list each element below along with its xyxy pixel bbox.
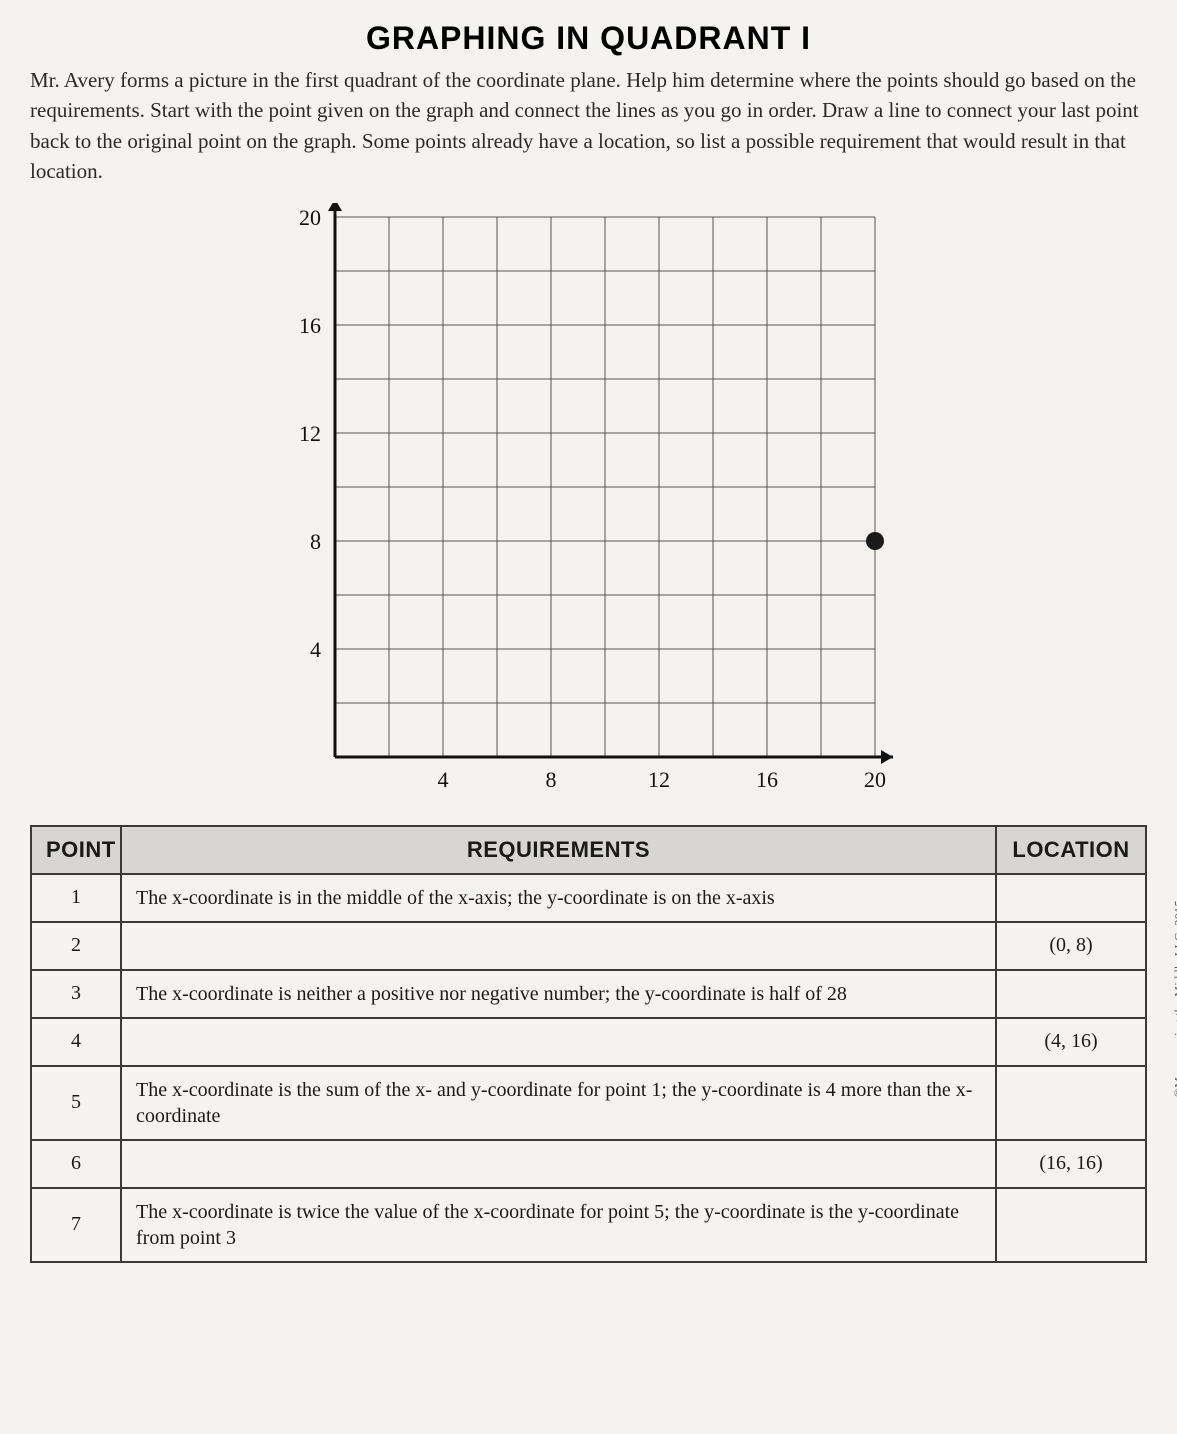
svg-text:20: 20 bbox=[299, 205, 321, 230]
svg-text:4: 4 bbox=[437, 767, 448, 792]
point-number: 7 bbox=[31, 1188, 121, 1262]
requirements-table: POINT REQUIREMENTS LOCATION 1The x-coord… bbox=[30, 825, 1147, 1263]
header-location: LOCATION bbox=[996, 826, 1146, 874]
svg-text:8: 8 bbox=[545, 767, 556, 792]
coordinate-graph: 4 8 12 16 20 4 8 12 16 20 bbox=[30, 203, 1147, 801]
svg-text:16: 16 bbox=[756, 767, 778, 792]
table-row: 4 (4, 16) bbox=[31, 1018, 1146, 1066]
point-number: 1 bbox=[31, 874, 121, 922]
table-row: 7The x-coordinate is twice the value of … bbox=[31, 1188, 1146, 1262]
svg-text:4: 4 bbox=[310, 637, 321, 662]
requirement-text: The x-coordinate is the sum of the x- an… bbox=[121, 1066, 996, 1140]
location-value: (0, 8) bbox=[996, 922, 1146, 970]
svg-text:12: 12 bbox=[648, 767, 670, 792]
svg-text:16: 16 bbox=[299, 313, 321, 338]
header-requirements: REQUIREMENTS bbox=[121, 826, 996, 874]
point-number: 2 bbox=[31, 922, 121, 970]
point-number: 4 bbox=[31, 1018, 121, 1066]
table-header-row: POINT REQUIREMENTS LOCATION bbox=[31, 826, 1146, 874]
table-row: 2 (0, 8) bbox=[31, 922, 1146, 970]
svg-text:20: 20 bbox=[864, 767, 886, 792]
table-row: 1The x-coordinate is in the middle of th… bbox=[31, 874, 1146, 922]
requirement-text bbox=[121, 1018, 996, 1066]
requirement-text bbox=[121, 922, 996, 970]
table-row: 6 (16, 16) bbox=[31, 1140, 1146, 1188]
requirement-text bbox=[121, 1140, 996, 1188]
table-row: 5The x-coordinate is the sum of the x- a… bbox=[31, 1066, 1146, 1140]
header-point: POINT bbox=[31, 826, 121, 874]
page-title: GRAPHING IN QUADRANT I bbox=[30, 20, 1147, 57]
svg-text:8: 8 bbox=[310, 529, 321, 554]
location-value bbox=[996, 1066, 1146, 1140]
location-value: (16, 16) bbox=[996, 1140, 1146, 1188]
location-value bbox=[996, 874, 1146, 922]
copyright-text: ©Maneuvering the Middle LLC, 2015 bbox=[1171, 900, 1177, 1097]
requirement-text: The x-coordinate is twice the value of t… bbox=[121, 1188, 996, 1262]
point-number: 6 bbox=[31, 1140, 121, 1188]
location-value: (4, 16) bbox=[996, 1018, 1146, 1066]
location-value bbox=[996, 1188, 1146, 1262]
grid-svg: 4 8 12 16 20 4 8 12 16 20 bbox=[279, 203, 899, 801]
table-row: 3The x-coordinate is neither a positive … bbox=[31, 970, 1146, 1018]
point-number: 5 bbox=[31, 1066, 121, 1140]
svg-text:12: 12 bbox=[299, 421, 321, 446]
requirement-text: The x-coordinate is in the middle of the… bbox=[121, 874, 996, 922]
point-number: 3 bbox=[31, 970, 121, 1018]
instructions-text: Mr. Avery forms a picture in the first q… bbox=[30, 65, 1147, 187]
location-value bbox=[996, 970, 1146, 1018]
requirement-text: The x-coordinate is neither a positive n… bbox=[121, 970, 996, 1018]
